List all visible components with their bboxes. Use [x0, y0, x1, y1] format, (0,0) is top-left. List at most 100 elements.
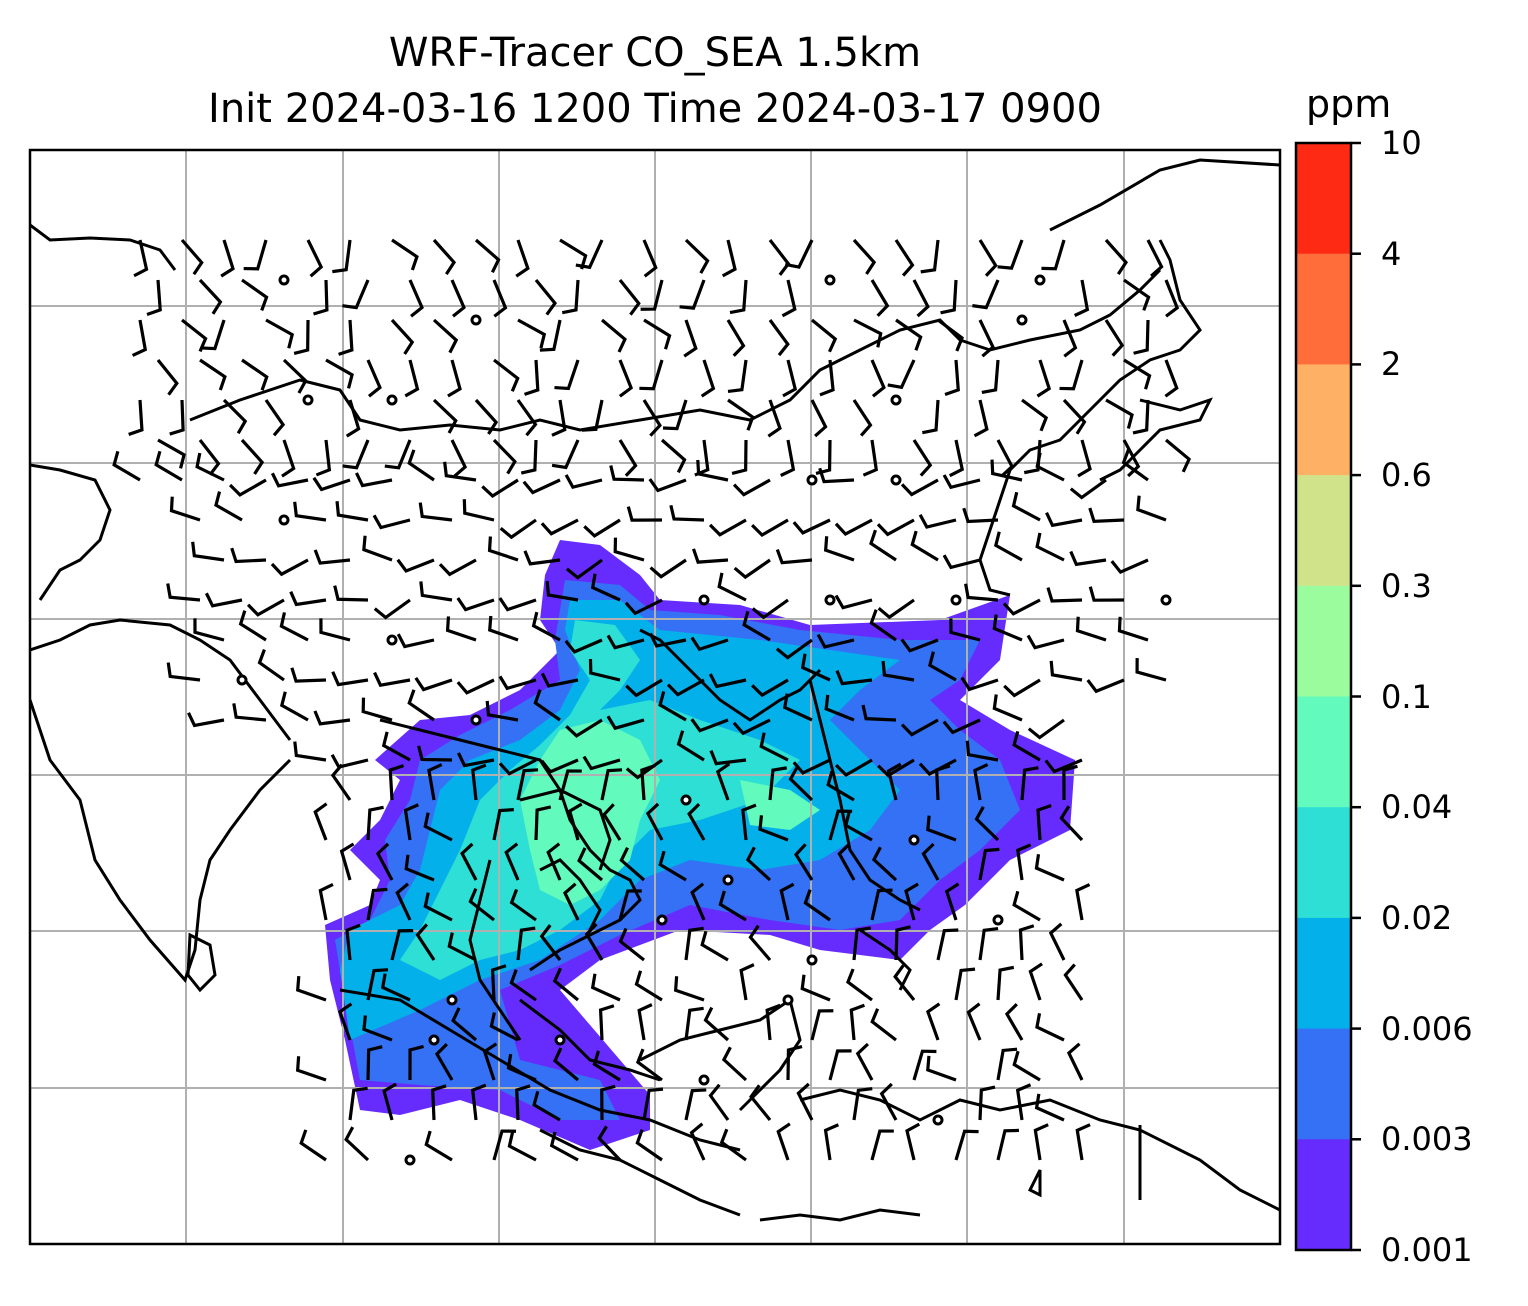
wind-barb — [516, 399, 538, 437]
wind-barb — [339, 842, 355, 881]
wind-barb — [733, 558, 771, 580]
calm-wind-marker — [908, 834, 920, 846]
wind-barb — [1021, 398, 1049, 432]
wind-barb — [887, 359, 916, 390]
wind-barb — [1023, 439, 1042, 475]
wind-barb — [834, 758, 873, 778]
wind-barb — [523, 550, 561, 566]
wind-barb — [978, 926, 999, 961]
colorbar-band — [1296, 1028, 1351, 1140]
wind-barb — [373, 671, 411, 688]
wind-barb — [794, 843, 814, 881]
calm-wind-marker — [278, 274, 290, 286]
wind-barb — [768, 239, 791, 276]
wind-barb — [191, 541, 225, 562]
wind-barb — [990, 459, 1023, 482]
wind-barb — [404, 359, 420, 398]
wind-barb — [414, 676, 453, 692]
wind-barb — [660, 438, 687, 474]
wind-barb — [895, 318, 923, 351]
wind-barb — [918, 758, 957, 776]
wind-barb — [539, 319, 562, 352]
wind-barb — [721, 239, 737, 278]
calm-wind-marker — [698, 594, 710, 606]
wind-barb — [852, 926, 872, 961]
wind-barb — [626, 506, 663, 522]
wind-barb — [313, 549, 351, 565]
wind-barb — [727, 398, 755, 431]
wind-barb — [684, 1006, 704, 1041]
wind-barb — [531, 611, 561, 642]
wind-barb — [565, 558, 603, 580]
wind-barb — [456, 678, 495, 695]
wind-barb — [618, 439, 638, 477]
wind-barb — [575, 239, 604, 270]
wind-barb — [1062, 398, 1087, 435]
wind-barb — [624, 598, 663, 616]
wind-barb — [745, 846, 772, 882]
wind-barb — [900, 478, 939, 497]
wind-barb — [492, 1129, 517, 1161]
wind-barb — [894, 925, 911, 961]
wind-barb — [973, 399, 989, 438]
calm-wind-marker — [470, 314, 482, 326]
wind-barb — [590, 573, 621, 602]
wind-barb — [427, 763, 443, 801]
wind-barb — [551, 399, 567, 437]
wind-barb — [532, 1090, 561, 1122]
wind-barb — [577, 847, 604, 882]
wind-barb — [562, 882, 580, 921]
wind-barb — [1164, 279, 1180, 318]
wind-barb — [279, 612, 309, 642]
wind-barb — [408, 279, 424, 318]
wind-barb — [565, 718, 603, 738]
wind-barb — [869, 609, 897, 642]
wind-barb — [330, 763, 352, 801]
wind-barb — [776, 1122, 791, 1161]
wind-barb — [782, 693, 813, 722]
wind-barb — [166, 583, 201, 602]
wind-barb — [281, 439, 296, 478]
wind-barb — [700, 930, 729, 962]
wind-barb — [767, 399, 782, 438]
wind-barb — [886, 762, 902, 801]
wind-barb — [241, 278, 269, 311]
wind-barb — [431, 1084, 447, 1121]
wind-barb — [855, 1042, 874, 1081]
wind-barb — [1069, 550, 1107, 567]
wind-barb — [1041, 239, 1066, 271]
wind-barb — [823, 536, 855, 562]
wind-barb — [600, 768, 623, 801]
wind-barb — [640, 763, 656, 801]
wind-barb — [240, 438, 265, 475]
wind-barb — [1059, 359, 1084, 391]
wind-barb — [391, 238, 419, 271]
wind-barb — [792, 518, 831, 535]
wind-barb — [384, 439, 412, 470]
wind-barb — [837, 842, 856, 881]
wind-barb — [992, 694, 1023, 722]
wind-barb — [871, 846, 898, 882]
wind-barb — [687, 802, 706, 841]
wind-barb — [600, 1084, 616, 1121]
wind-barb — [779, 882, 795, 921]
calm-wind-marker — [932, 1114, 944, 1126]
calm-wind-markers — [236, 274, 1172, 1166]
wind-barb — [618, 279, 641, 316]
wind-barb — [912, 279, 930, 318]
wind-barb — [782, 359, 798, 398]
wind-barb — [133, 239, 149, 278]
wind-barb — [295, 1056, 327, 1082]
wind-barb — [584, 923, 604, 961]
colorbar-tick-label: 0.02 — [1381, 898, 1453, 937]
wind-barb — [826, 770, 855, 802]
wind-barb — [717, 572, 747, 602]
wind-barb — [792, 758, 831, 775]
wind-barb — [788, 766, 814, 802]
colorbar-unit: ppm — [1306, 82, 1392, 126]
wind-barb — [942, 474, 981, 490]
wind-barb — [996, 965, 1015, 1001]
wind-barb — [388, 764, 405, 801]
wind-barb — [965, 740, 999, 762]
wind-barb — [819, 359, 835, 397]
